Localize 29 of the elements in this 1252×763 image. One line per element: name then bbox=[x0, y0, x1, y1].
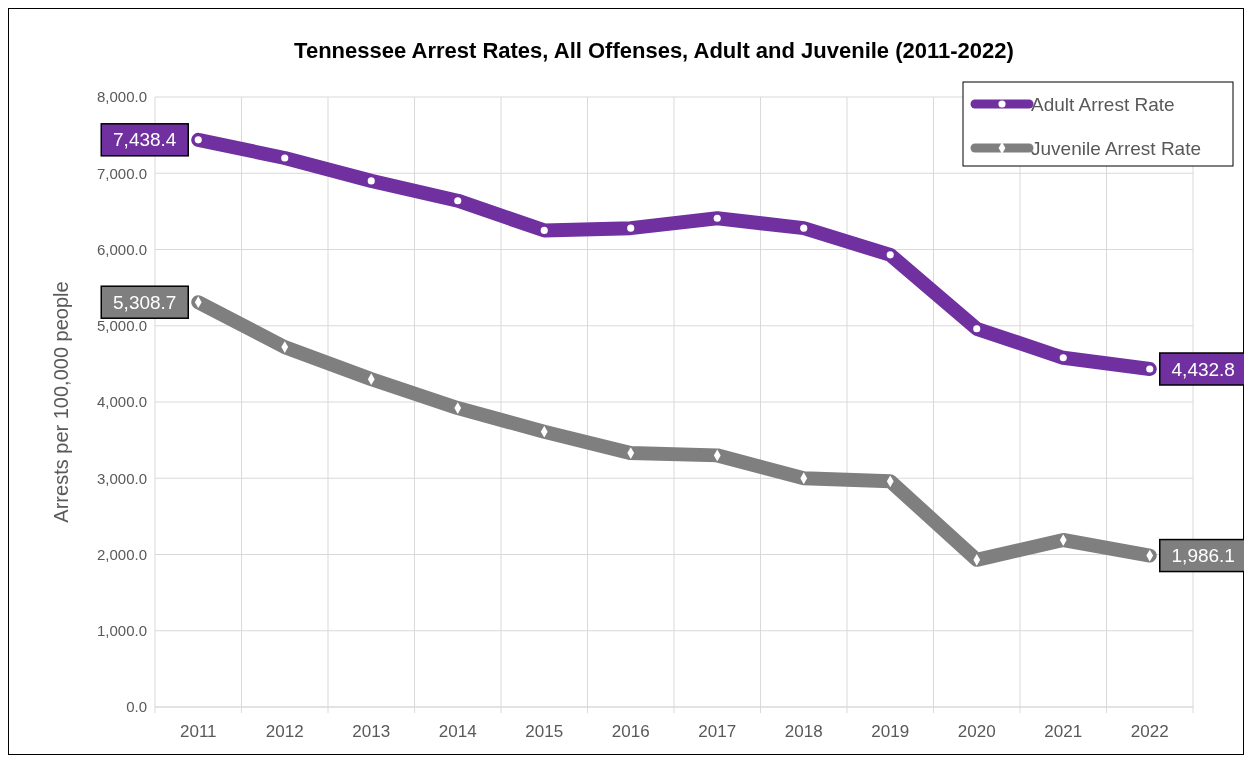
x-tick-label: 2017 bbox=[698, 722, 737, 741]
y-tick-label: 8,000.0 bbox=[96, 88, 147, 106]
chart-title: Tennessee Arrest Rates, All Offenses, Adult and Juvenile (2011-2022) bbox=[294, 38, 1014, 63]
data-label: 1,986.1 bbox=[1171, 545, 1235, 567]
x-tick-label: 2020 bbox=[957, 722, 996, 741]
x-tick-label: 2015 bbox=[525, 722, 564, 741]
y-axis-title: Arrests per 100,000 people bbox=[50, 281, 72, 523]
x-tick-label: 2022 bbox=[1130, 722, 1169, 741]
data-label: 4,432.8 bbox=[1171, 358, 1235, 380]
x-tick-label: 2016 bbox=[611, 722, 650, 741]
y-tick-label: 4,000.0 bbox=[96, 393, 147, 411]
data-label: 5,308.7 bbox=[113, 291, 177, 313]
data-label: 7,438.4 bbox=[113, 129, 177, 151]
x-tick-label: 2012 bbox=[265, 722, 304, 741]
y-tick-label: 0.0 bbox=[126, 698, 147, 716]
x-tick-label: 2019 bbox=[871, 722, 910, 741]
legend-label: Juvenile Arrest Rate bbox=[1031, 137, 1202, 159]
y-tick-label: 1,000.0 bbox=[96, 622, 147, 639]
y-tick-label: 6,000.0 bbox=[96, 240, 147, 258]
y-tick-label: 2,000.0 bbox=[96, 545, 147, 563]
y-tick-label: 3,000.0 bbox=[96, 469, 147, 487]
legend-label: Adult Arrest Rate bbox=[1031, 93, 1175, 115]
y-tick-label: 5,000.0 bbox=[96, 317, 147, 334]
x-tick-label: 2013 bbox=[352, 722, 391, 741]
x-tick-label: 2011 bbox=[179, 722, 217, 741]
x-tick-label: 2021 bbox=[1044, 722, 1083, 741]
x-tick-label: 2018 bbox=[784, 722, 823, 741]
x-tick-label: 2014 bbox=[438, 722, 477, 741]
y-tick-label: 7,000.0 bbox=[96, 164, 147, 182]
